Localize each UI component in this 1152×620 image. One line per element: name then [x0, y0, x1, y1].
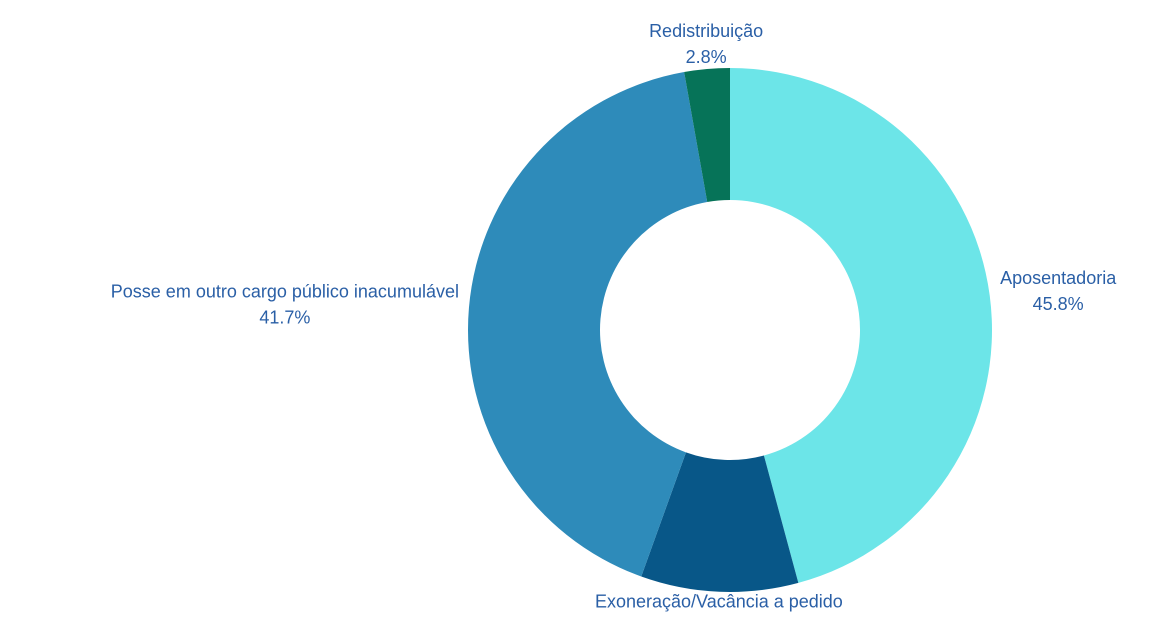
slice-value-label: 9.7%	[698, 618, 739, 620]
slice-label: Redistribuição	[649, 21, 763, 41]
slice-value-label: 2.8%	[686, 47, 727, 67]
slice-label: Aposentadoria	[1000, 268, 1117, 288]
slice-label: Exoneração/Vacância a pedido	[595, 592, 843, 612]
donut-slice	[641, 452, 799, 592]
donut-slice	[468, 72, 708, 577]
slice-label: Posse em outro cargo público inacumuláve…	[111, 282, 459, 302]
donut-slice	[684, 68, 730, 203]
slice-value-label: 41.7%	[259, 308, 310, 328]
slice-value-label: 45.8%	[1033, 294, 1084, 314]
donut-slice	[730, 68, 992, 583]
